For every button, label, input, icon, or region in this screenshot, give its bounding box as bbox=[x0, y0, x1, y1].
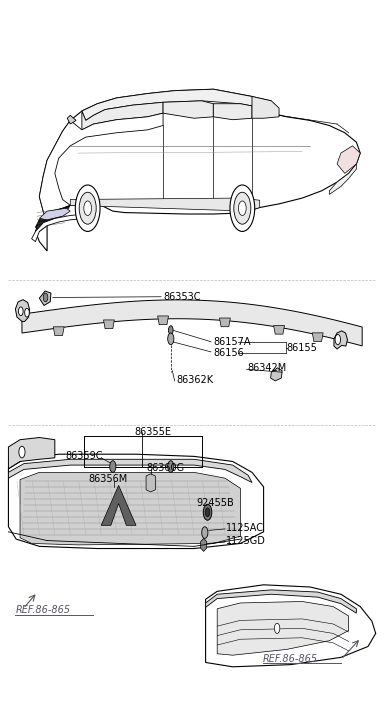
Polygon shape bbox=[337, 146, 360, 174]
Text: REF.86-865: REF.86-865 bbox=[16, 605, 71, 615]
Circle shape bbox=[84, 201, 92, 215]
Polygon shape bbox=[9, 454, 263, 549]
Polygon shape bbox=[252, 97, 279, 119]
Circle shape bbox=[274, 623, 280, 633]
Polygon shape bbox=[312, 333, 323, 342]
Circle shape bbox=[168, 333, 174, 345]
Polygon shape bbox=[39, 113, 163, 222]
Text: 86362K: 86362K bbox=[177, 375, 214, 385]
Polygon shape bbox=[9, 438, 55, 469]
Circle shape bbox=[25, 308, 29, 317]
Circle shape bbox=[239, 201, 246, 215]
Polygon shape bbox=[217, 601, 349, 655]
Polygon shape bbox=[39, 208, 70, 220]
Circle shape bbox=[19, 446, 25, 458]
Polygon shape bbox=[163, 101, 213, 119]
Circle shape bbox=[230, 185, 255, 231]
Polygon shape bbox=[158, 316, 168, 325]
Polygon shape bbox=[35, 89, 360, 251]
Circle shape bbox=[168, 461, 174, 473]
Text: 86359C: 86359C bbox=[66, 451, 103, 462]
Polygon shape bbox=[274, 326, 284, 334]
Polygon shape bbox=[82, 89, 271, 121]
Text: 86355E: 86355E bbox=[134, 427, 171, 437]
Polygon shape bbox=[206, 585, 376, 667]
Polygon shape bbox=[35, 205, 70, 231]
Polygon shape bbox=[334, 331, 348, 349]
Circle shape bbox=[205, 508, 210, 517]
Polygon shape bbox=[16, 300, 30, 321]
Text: 86353C: 86353C bbox=[163, 292, 201, 302]
Polygon shape bbox=[39, 291, 51, 305]
Circle shape bbox=[202, 527, 208, 539]
Polygon shape bbox=[329, 164, 356, 194]
Text: REF.86-865: REF.86-865 bbox=[263, 654, 318, 664]
Polygon shape bbox=[270, 368, 282, 381]
Polygon shape bbox=[104, 320, 114, 329]
Polygon shape bbox=[9, 459, 252, 483]
Text: 86342M: 86342M bbox=[248, 363, 287, 373]
Circle shape bbox=[335, 334, 341, 345]
Polygon shape bbox=[201, 539, 207, 552]
Polygon shape bbox=[53, 327, 64, 336]
Text: 86360G: 86360G bbox=[147, 463, 185, 473]
Circle shape bbox=[110, 461, 116, 473]
Text: 86157A: 86157A bbox=[213, 337, 251, 347]
Polygon shape bbox=[101, 486, 136, 526]
Circle shape bbox=[75, 185, 100, 231]
Text: 92455B: 92455B bbox=[196, 498, 234, 508]
Polygon shape bbox=[82, 103, 163, 130]
Circle shape bbox=[79, 192, 96, 224]
Text: 86156: 86156 bbox=[213, 348, 244, 358]
Text: 86356M: 86356M bbox=[89, 474, 128, 484]
Circle shape bbox=[43, 293, 48, 302]
Circle shape bbox=[19, 307, 23, 316]
Polygon shape bbox=[206, 590, 356, 613]
Text: 86155: 86155 bbox=[287, 342, 318, 353]
Circle shape bbox=[234, 192, 251, 224]
Text: 1125AC: 1125AC bbox=[226, 523, 264, 533]
Polygon shape bbox=[220, 318, 230, 326]
Polygon shape bbox=[213, 104, 252, 120]
Polygon shape bbox=[22, 300, 362, 346]
Circle shape bbox=[203, 505, 212, 521]
Polygon shape bbox=[67, 116, 76, 124]
Polygon shape bbox=[146, 474, 155, 492]
Circle shape bbox=[168, 326, 173, 334]
Polygon shape bbox=[20, 473, 241, 545]
Text: 1125GD: 1125GD bbox=[226, 537, 265, 546]
Polygon shape bbox=[70, 198, 260, 211]
Polygon shape bbox=[32, 214, 86, 241]
